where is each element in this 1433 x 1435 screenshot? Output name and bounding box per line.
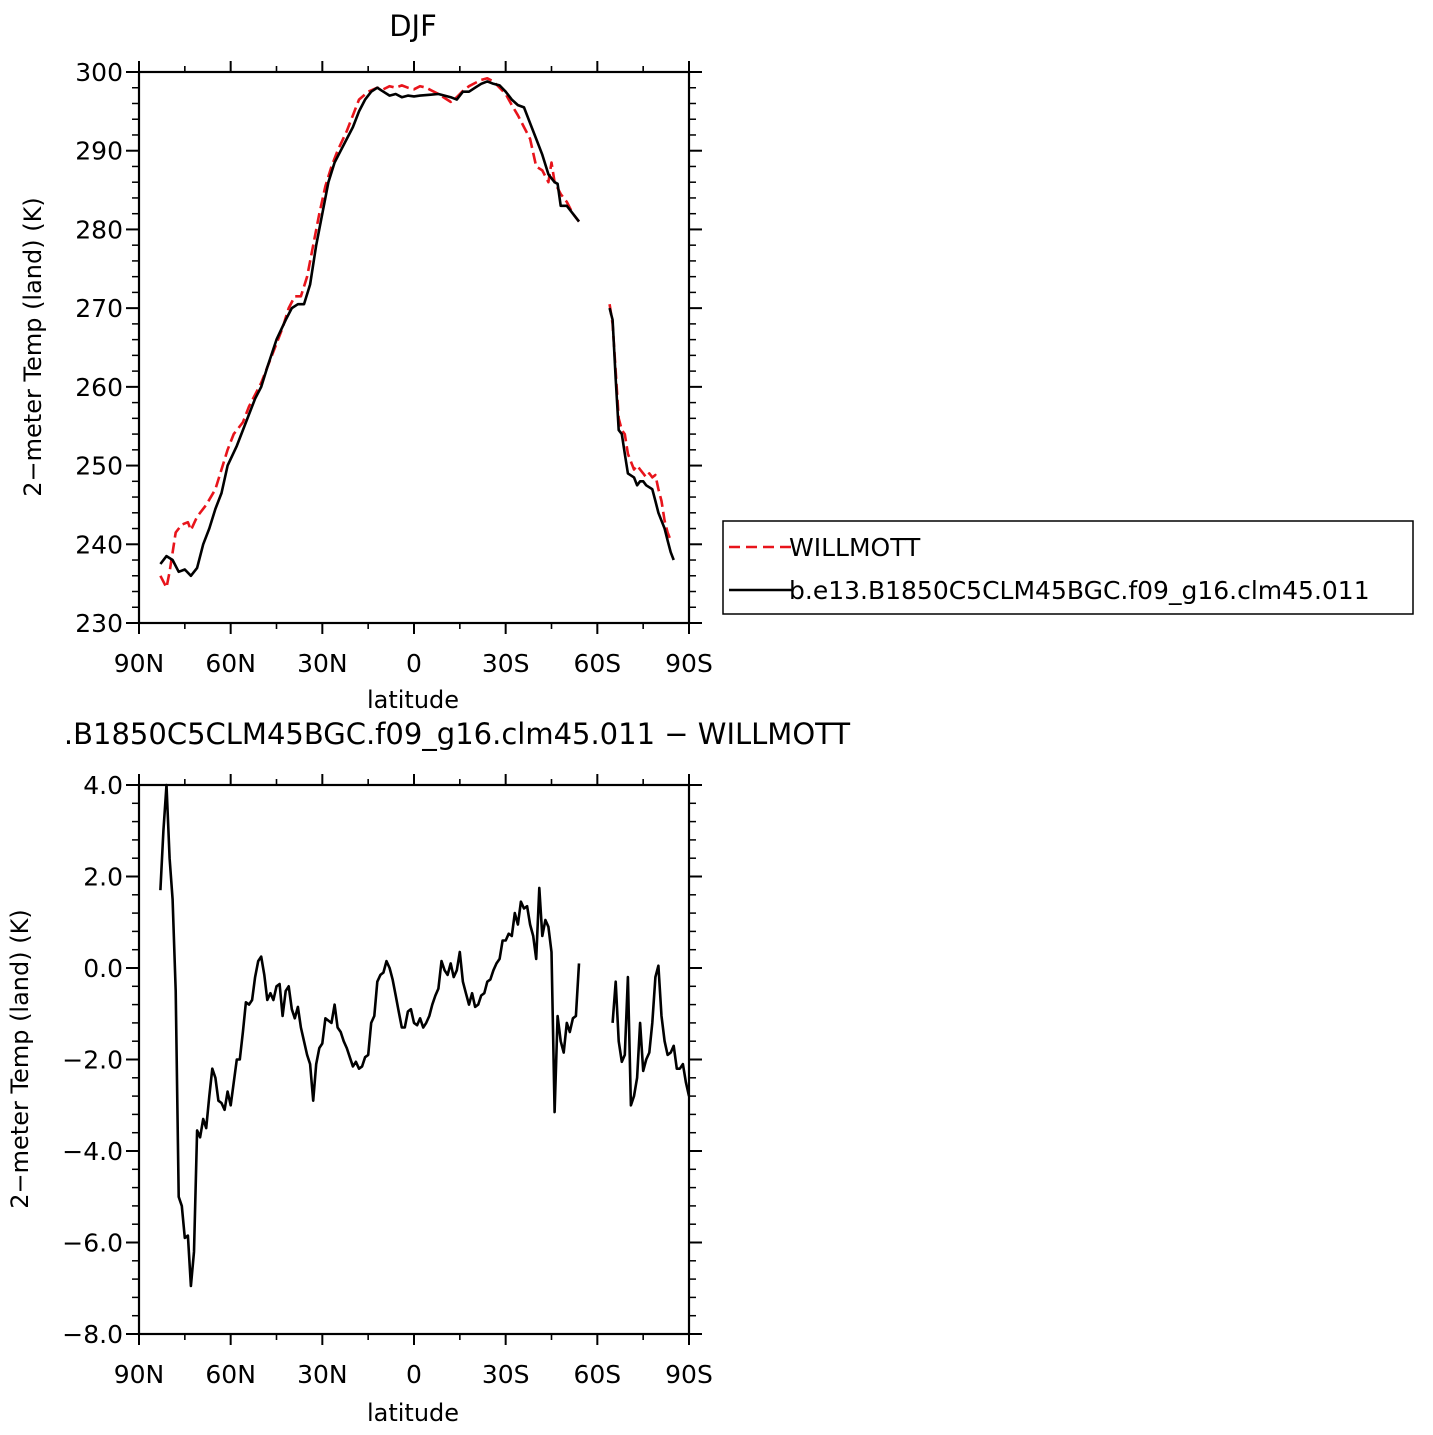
model-line-segment — [159, 783, 581, 1288]
x-tick-label: 60S — [573, 649, 621, 678]
x-tick-label: 30N — [297, 649, 348, 678]
top-panel: DJF 90N 60N 30N 0 30S 60S 90S 230 240 250 260 270 28… — [19, 9, 713, 714]
bottom-axes: 90N 60N 30N 0 30S 60S 90S −8.0 −6.0 −4.0 −2.0 0.0 2.… — [62, 771, 713, 1389]
bottom-series-layer — [159, 783, 691, 1288]
y-axis-label: 2−meter Temp (land) (K) — [6, 909, 34, 1208]
model-line-segment — [608, 307, 675, 561]
y-tick-label: 280 — [75, 215, 123, 244]
y-tick-label: 240 — [75, 530, 123, 559]
x-tick-label: 30N — [297, 1360, 348, 1389]
y-tick-label: −8.0 — [62, 1320, 123, 1349]
bottom-panel: .B1850C5CLM45BGC.f09_g16.clm45.011 − WIL… — [6, 717, 850, 1427]
y-tick-label: 290 — [75, 137, 123, 166]
top-axes: 90N 60N 30N 0 30S 60S 90S 230 240 250 260 270 280 290… — [75, 58, 713, 678]
x-tick-label: 60N — [205, 649, 256, 678]
legend: WILLMOTT b.e13.B1850C5CLM45BGC.f09_g16.c… — [722, 520, 1414, 615]
y-tick-label: −6.0 — [62, 1229, 123, 1258]
x-tick-label: 60N — [205, 1360, 256, 1389]
y-tick-label: 260 — [75, 373, 123, 402]
y-tick-label: 0.0 — [83, 954, 123, 983]
y-tick-label: 270 — [75, 294, 123, 323]
y-tick-label: 300 — [75, 58, 123, 87]
x-axis-label: latitude — [367, 1399, 459, 1427]
y-tick-label: −4.0 — [62, 1137, 123, 1166]
model-line-segment — [159, 80, 581, 578]
x-axis-label: latitude — [367, 686, 459, 714]
x-tick-label: 30S — [482, 1360, 530, 1389]
x-tick-label: 60S — [573, 1360, 621, 1389]
model-line-segment — [611, 964, 691, 1107]
plot-frame — [137, 70, 691, 625]
x-tick-label: 90N — [114, 1360, 165, 1389]
y-axis-label: 2−meter Temp (land) (K) — [19, 197, 47, 496]
y-tick-label: 2.0 — [83, 863, 123, 892]
x-tick-label: 90N — [114, 649, 165, 678]
x-tick-label: 0 — [406, 649, 422, 678]
y-tick-label: 250 — [75, 452, 123, 481]
legend-box — [722, 520, 1414, 615]
willmott-line-segment — [159, 77, 581, 589]
plot-frame — [137, 783, 691, 1336]
legend-label-willmott: WILLMOTT — [789, 533, 921, 562]
x-tick-label: 0 — [406, 1360, 422, 1389]
chart-title: DJF — [389, 9, 437, 43]
top-series-layer — [159, 77, 675, 589]
legend-label-model: b.e13.B1850C5CLM45BGC.f09_g16.clm45.011 — [789, 576, 1370, 605]
difference-title: .B1850C5CLM45BGC.f09_g16.clm45.011 − WIL… — [64, 717, 850, 751]
x-tick-label: 90S — [665, 1360, 713, 1389]
x-tick-label: 90S — [665, 649, 713, 678]
y-tick-label: 4.0 — [83, 771, 123, 800]
x-tick-label: 30S — [482, 649, 530, 678]
y-tick-label: −2.0 — [62, 1046, 123, 1075]
y-tick-label: 230 — [75, 609, 123, 638]
